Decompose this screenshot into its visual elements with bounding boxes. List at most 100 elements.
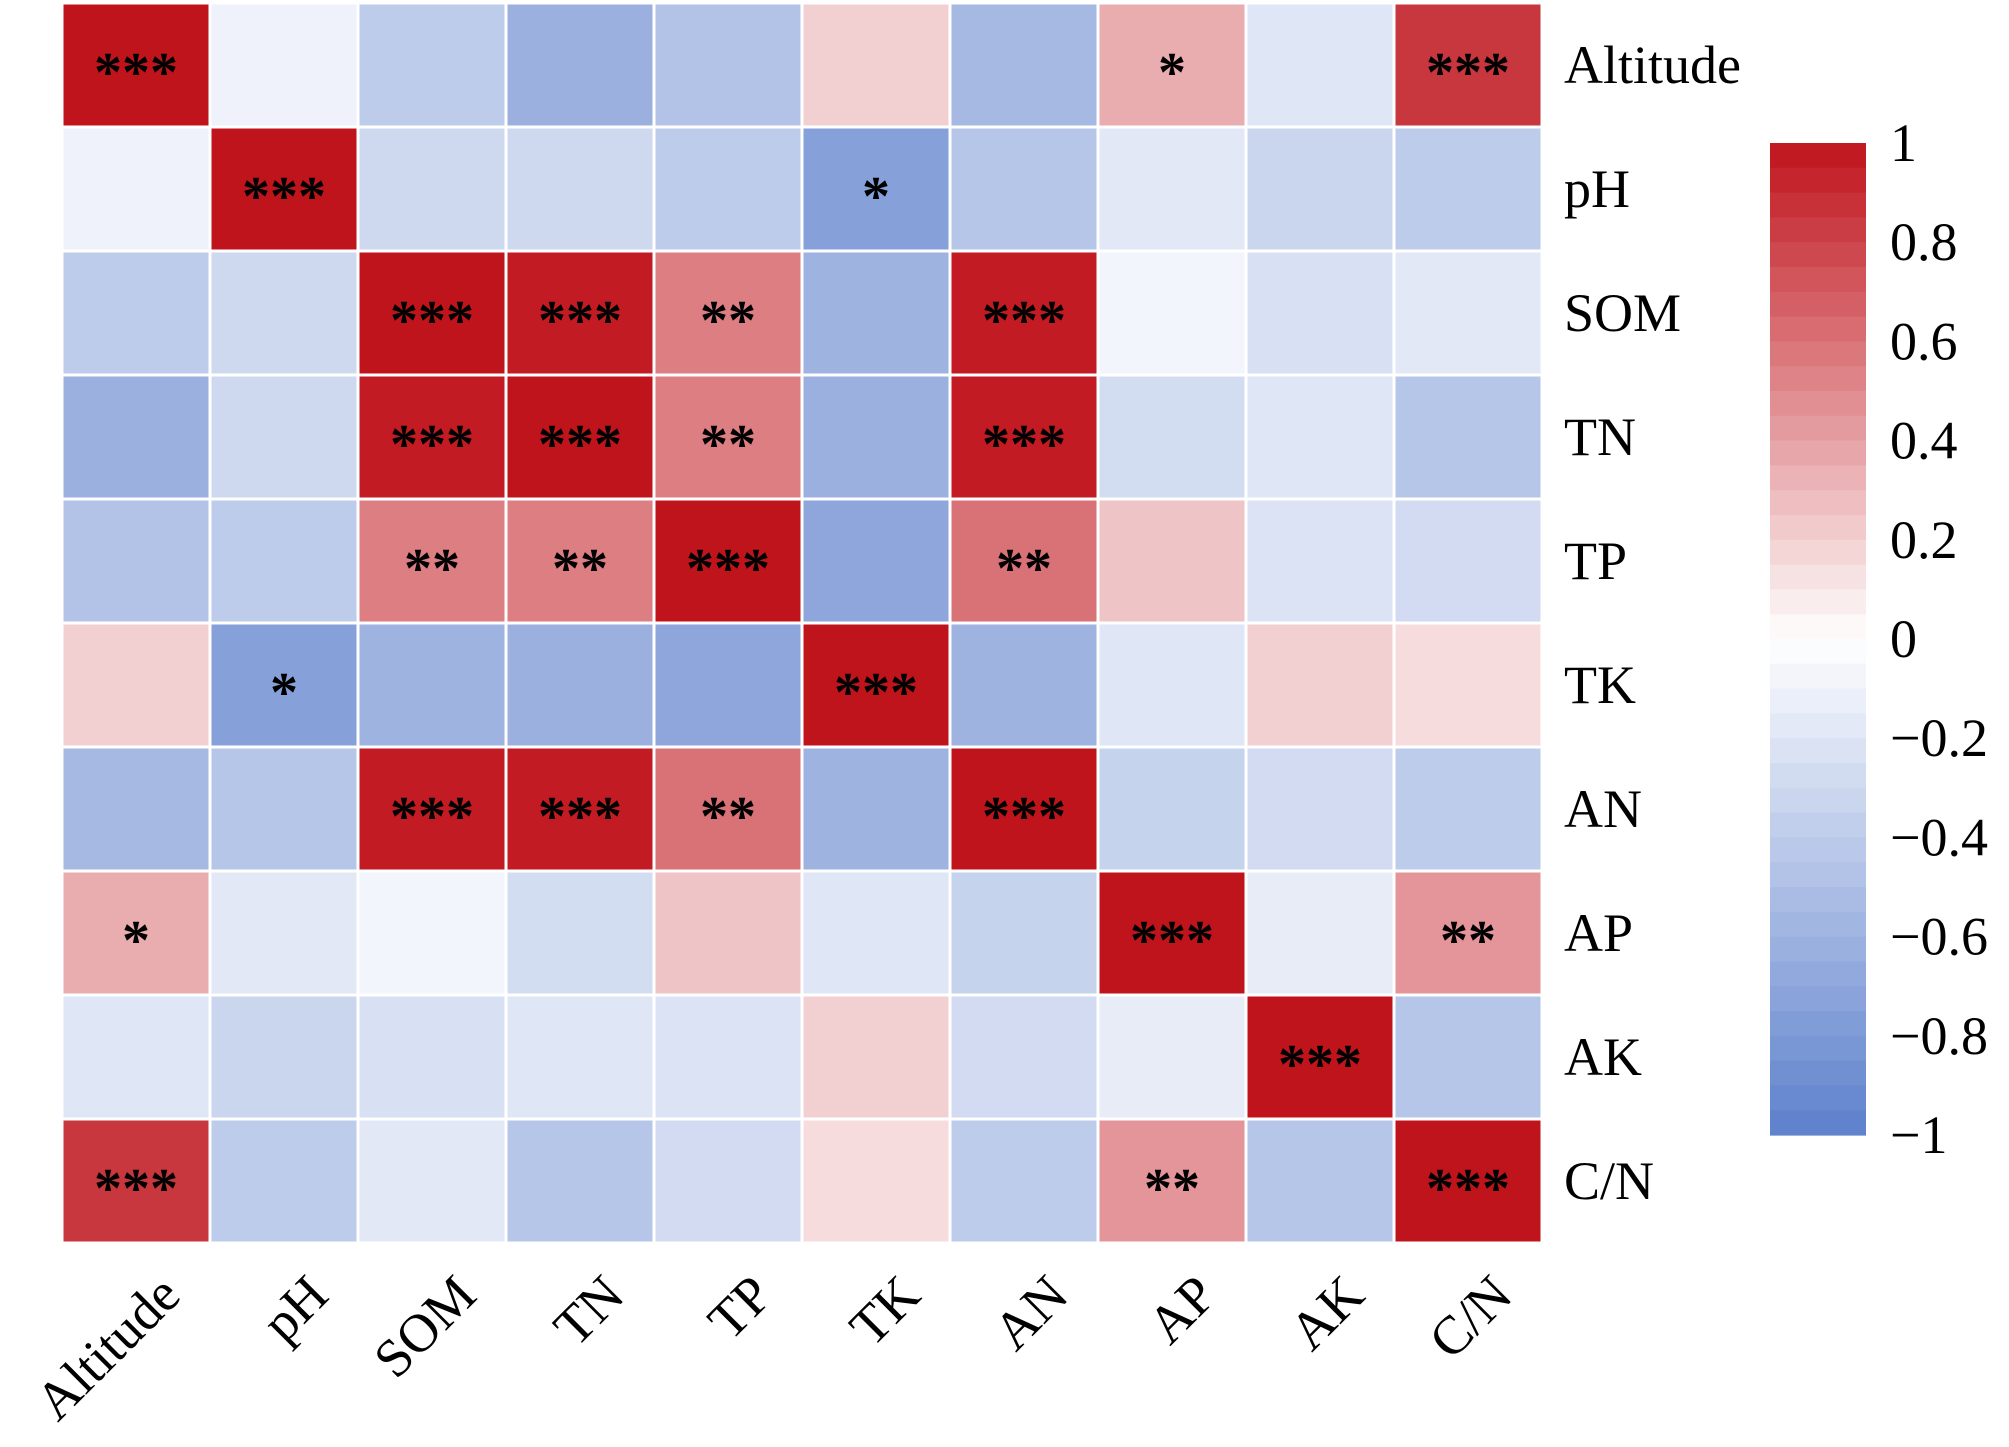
colorbar-band bbox=[1770, 415, 1866, 442]
heatmap-cell-ak-tn bbox=[504, 993, 656, 1121]
heatmap-cell-ph-altitude bbox=[60, 125, 212, 253]
column-label-c-n: C/N bbox=[1417, 1264, 1523, 1370]
significance-marker-tk-tk: *** bbox=[834, 662, 918, 724]
heatmap-cell-tn-altitude bbox=[60, 373, 212, 501]
column-label-tp: TP bbox=[696, 1264, 783, 1351]
column-label-tk: TK bbox=[838, 1264, 931, 1357]
significance-marker-an-som: *** bbox=[390, 786, 474, 848]
heatmap-cell-altitude-an bbox=[948, 1, 1100, 129]
heatmap-cell-som-an bbox=[948, 249, 1100, 377]
heatmap-cell-tp-altitude bbox=[60, 497, 212, 625]
significance-marker-an-tp: ** bbox=[700, 786, 756, 848]
heatmap-cell-altitude-som bbox=[356, 1, 508, 129]
colorbar-band bbox=[1770, 1110, 1866, 1136]
colorbar-band bbox=[1770, 539, 1866, 566]
significance-markers: *** * ****** **** *** ** ****** *** ** ***** ** ***… bbox=[94, 42, 1510, 1220]
heatmap-cell-tk-c-n bbox=[1392, 621, 1544, 749]
heatmap-cell-altitude-tn bbox=[504, 1, 656, 129]
heatmap-cell-ph-tp bbox=[652, 125, 804, 253]
heatmap-cell-altitude-tk bbox=[800, 1, 952, 129]
heatmap-cell-som-som bbox=[356, 249, 508, 377]
heatmap-cell-ak-ap bbox=[1096, 993, 1248, 1121]
heatmap-cell-tp-som bbox=[356, 497, 508, 625]
heatmap-cell-c-n-altitude bbox=[60, 1117, 212, 1245]
significance-marker-tn-an: *** bbox=[982, 414, 1066, 476]
column-label-altitude: Altitude bbox=[24, 1264, 192, 1432]
colorbar-band bbox=[1770, 490, 1866, 516]
colorbar-band bbox=[1770, 440, 1866, 466]
heatmap-cell-ph-tn bbox=[504, 125, 656, 253]
heatmap-cell-tp-tp bbox=[652, 497, 804, 625]
heatmap-cell-tp-c-n bbox=[1392, 497, 1544, 625]
heatmap-cell-an-ak bbox=[1244, 745, 1396, 873]
colorbar-band bbox=[1770, 763, 1866, 789]
colorbar bbox=[1770, 143, 1866, 1136]
column-label-ak: AK bbox=[1278, 1264, 1376, 1362]
heatmap-cell-ph-c-n bbox=[1392, 125, 1544, 253]
heatmap-cell-tk-tp bbox=[652, 621, 804, 749]
significance-marker-altitude-c-n: *** bbox=[1426, 42, 1510, 104]
colorbar-band bbox=[1770, 192, 1866, 218]
colorbar-band bbox=[1770, 1060, 1866, 1086]
heatmap-cell-ph-ph bbox=[208, 125, 360, 253]
row-label-an: AN bbox=[1564, 779, 1642, 839]
significance-marker-tn-tp: ** bbox=[700, 414, 756, 476]
heatmap-cell-c-n-ak bbox=[1244, 1117, 1396, 1245]
colorbar-band bbox=[1770, 217, 1866, 243]
heatmap-cell-ph-som bbox=[356, 125, 508, 253]
heatmap-cell-tp-ap bbox=[1096, 497, 1248, 625]
significance-marker-som-an: *** bbox=[982, 290, 1066, 352]
significance-marker-som-som: *** bbox=[390, 290, 474, 352]
heatmap-cell-ak-an bbox=[948, 993, 1100, 1121]
heatmap-cell-som-ap bbox=[1096, 249, 1248, 377]
colorbar-band bbox=[1770, 242, 1866, 268]
significance-marker-an-tn: *** bbox=[538, 786, 622, 848]
colorbar-band bbox=[1770, 515, 1866, 541]
heatmap-cell-tp-an bbox=[948, 497, 1100, 625]
row-label-ap: AP bbox=[1564, 903, 1633, 963]
colorbar-band bbox=[1770, 614, 1866, 640]
colorbar-band bbox=[1770, 564, 1866, 590]
significance-marker-tp-som: ** bbox=[404, 538, 460, 600]
heatmap-cell-ap-tk bbox=[800, 869, 952, 997]
heatmap-cell-altitude-tp bbox=[652, 1, 804, 129]
heatmap-cell-ph-tk bbox=[800, 125, 952, 253]
colorbar-band bbox=[1770, 713, 1866, 739]
heatmap-cell-som-ak bbox=[1244, 249, 1396, 377]
colorbar-band bbox=[1770, 143, 1866, 169]
significance-marker-altitude-ap: * bbox=[1158, 42, 1186, 104]
colorbar-band bbox=[1770, 639, 1866, 665]
colorbar-band bbox=[1770, 291, 1866, 318]
significance-marker-som-tp: ** bbox=[700, 290, 756, 352]
colorbar-band bbox=[1770, 961, 1866, 987]
column-label-ap: AP bbox=[1136, 1264, 1227, 1355]
heatmap-cell-c-n-c-n bbox=[1392, 1117, 1544, 1245]
colorbar-band bbox=[1770, 1011, 1866, 1037]
heatmap-cell-tp-ph bbox=[208, 497, 360, 625]
significance-marker-c-n-altitude: *** bbox=[94, 1158, 178, 1220]
colorbar-band bbox=[1770, 812, 1866, 838]
colorbar-band bbox=[1770, 1085, 1866, 1111]
column-label-tn: TN bbox=[542, 1264, 635, 1357]
row-label-tp: TP bbox=[1564, 531, 1627, 591]
row-label-tn: TN bbox=[1564, 407, 1636, 467]
colorbar-band bbox=[1770, 986, 1866, 1012]
heatmap-cell-tn-tk bbox=[800, 373, 952, 501]
heatmap-cell-ph-ap bbox=[1096, 125, 1248, 253]
heatmap-cell-ak-ph bbox=[208, 993, 360, 1121]
heatmap-cell-ap-tp bbox=[652, 869, 804, 997]
significance-marker-altitude-altitude: *** bbox=[94, 42, 178, 104]
heatmap-cell-som-altitude bbox=[60, 249, 212, 377]
colorbar-tick-label: 0.4 bbox=[1890, 411, 1958, 471]
heatmap-cell-tk-altitude bbox=[60, 621, 212, 749]
significance-marker-tk-ph: * bbox=[270, 662, 298, 724]
column-label-ph: pH bbox=[250, 1264, 339, 1353]
colorbar-band bbox=[1770, 1035, 1866, 1062]
colorbar-tick-label: 1 bbox=[1890, 113, 1917, 173]
row-label-ph: pH bbox=[1564, 159, 1630, 219]
colorbar-tick-label: −0.4 bbox=[1890, 807, 1988, 867]
colorbar-band bbox=[1770, 936, 1866, 962]
row-label-som: SOM bbox=[1564, 283, 1681, 343]
heatmap-cell-altitude-c-n bbox=[1392, 1, 1544, 129]
